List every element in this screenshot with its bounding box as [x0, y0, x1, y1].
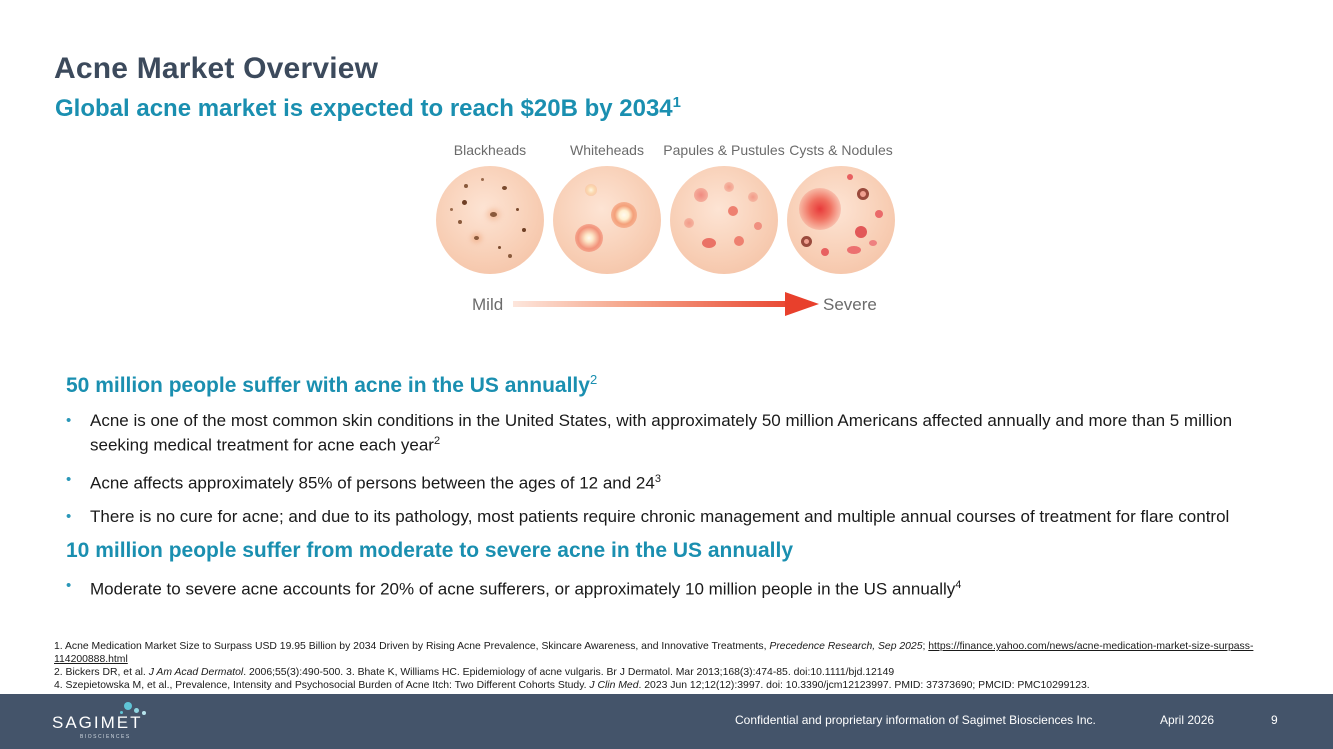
ref-text: 2. Bickers DR, et al.: [54, 667, 149, 678]
logo-dot-icon: [124, 702, 132, 710]
arrow-right-icon: [785, 292, 819, 316]
page-subtitle: Global acne market is expected to reach …: [55, 95, 681, 123]
subtitle-ref: 1: [672, 95, 681, 111]
logo-dot-icon: [142, 711, 146, 715]
bullet-text: Moderate to severe acne accounts for 20%…: [90, 579, 956, 599]
ref-text: . 2023 Jun 12;12(12):3997. doi: 10.3390/…: [638, 680, 1090, 691]
ref-text: 1. Acne Medication Market Size to Surpas…: [54, 641, 770, 652]
ref-text: . 2006;55(3):490-500. 3. Bhate K, Willia…: [243, 667, 895, 678]
bullet-ref: 4: [955, 579, 962, 592]
references: 1. Acne Medication Market Size to Surpas…: [54, 640, 1284, 692]
papules-pustules-skin-icon: [670, 166, 778, 274]
stage-papules-pustules: Papules & Pustules: [659, 138, 789, 274]
main-content: 50 million people suffer with acne in th…: [66, 372, 1276, 613]
stage-label: Papules & Pustules: [663, 142, 785, 158]
stage-whiteheads: Whiteheads: [542, 138, 672, 274]
whiteheads-skin-icon: [553, 166, 661, 274]
ref-source: Precedence Research, Sep 2025: [769, 641, 923, 652]
bullet-icon: •: [66, 412, 72, 429]
scale-severe-label: Severe: [823, 295, 877, 314]
heading-text: 50 million people suffer with acne in th…: [66, 374, 590, 397]
bullet-icon: •: [66, 470, 72, 488]
ref-text: 4. Szepietowska M, et al., Prevalence, I…: [54, 680, 590, 691]
scale-mild-label: Mild: [472, 295, 504, 314]
reference-4: 4. Szepietowska M, et al., Prevalence, I…: [54, 679, 1284, 692]
ref-separator: ;: [922, 641, 929, 652]
logo-wordmark: SAGIMET: [52, 713, 143, 732]
bullet-ref: 3: [654, 472, 661, 485]
section-heading-50m: 50 million people suffer with acne in th…: [66, 372, 1276, 398]
stage-label: Whiteheads: [570, 142, 644, 158]
stage-blackheads: Blackheads: [425, 138, 555, 274]
reference-2-3: 2. Bickers DR, et al. J Am Acad Dermatol…: [54, 666, 1284, 679]
acne-severity-figure: Blackheads Whiteheads Papules & Pustules: [425, 138, 945, 323]
ref-journal: J Am Acad Dermatol: [148, 667, 244, 678]
stage-cysts-nodules: Cysts & Nodules: [776, 138, 906, 274]
bullet-list: • Moderate to severe acne accounts for 20…: [66, 575, 1276, 600]
page-title: Acne Market Overview: [54, 52, 379, 85]
reference-link[interactable]: https://finance.yahoo.com/news/acne-medi…: [54, 641, 1254, 665]
section-heading-10m: 10 million people suffer from moderate t…: [66, 539, 794, 563]
bullet-list: • Acne is one of the most common skin con…: [66, 410, 1276, 527]
footer-bar: SAGIMET BIOSCIENCES Confidential and pro…: [0, 694, 1333, 749]
heading-ref: 2: [589, 372, 598, 387]
bullet-icon: •: [66, 508, 72, 526]
company-logo: SAGIMET BIOSCIENCES: [52, 702, 162, 740]
footer-date: April 2026: [1160, 713, 1215, 727]
reference-1: 1. Acne Medication Market Size to Surpas…: [54, 640, 1284, 666]
bullet-text: Acne is one of the most common skin cond…: [90, 411, 1233, 455]
bullet-icon: •: [66, 577, 72, 595]
cysts-nodules-skin-icon: [787, 166, 895, 274]
severity-scale: Mild Severe: [470, 290, 940, 320]
stage-label: Blackheads: [453, 142, 527, 158]
logo-dot-icon: [134, 708, 139, 713]
ref-journal: J Clin Med: [589, 680, 639, 691]
logo-subtext: BIOSCIENCES: [80, 734, 131, 740]
blackheads-skin-icon: [436, 166, 544, 274]
page-number: 9: [1271, 713, 1278, 727]
list-item: • Acne affects approximately 85% of perso…: [66, 469, 1276, 494]
severity-gradient-bar: [513, 301, 803, 307]
stage-label: Cysts & Nodules: [789, 142, 893, 158]
logo-dot-icon: [120, 711, 123, 714]
list-item: • There is no cure for acne; and due to i…: [66, 506, 1276, 527]
list-item: • Acne is one of the most common skin con…: [66, 410, 1276, 456]
confidential-notice: Confidential and proprietary information…: [735, 713, 1096, 727]
bullet-text: There is no cure for acne; and due to it…: [90, 507, 1230, 527]
list-item: • Moderate to severe acne accounts for 20…: [66, 575, 1276, 600]
subtitle-text: Global acne market is expected to reach …: [55, 95, 673, 122]
bullet-text: Acne affects approximately 85% of person…: [90, 473, 655, 493]
bullet-ref: 2: [433, 435, 441, 447]
